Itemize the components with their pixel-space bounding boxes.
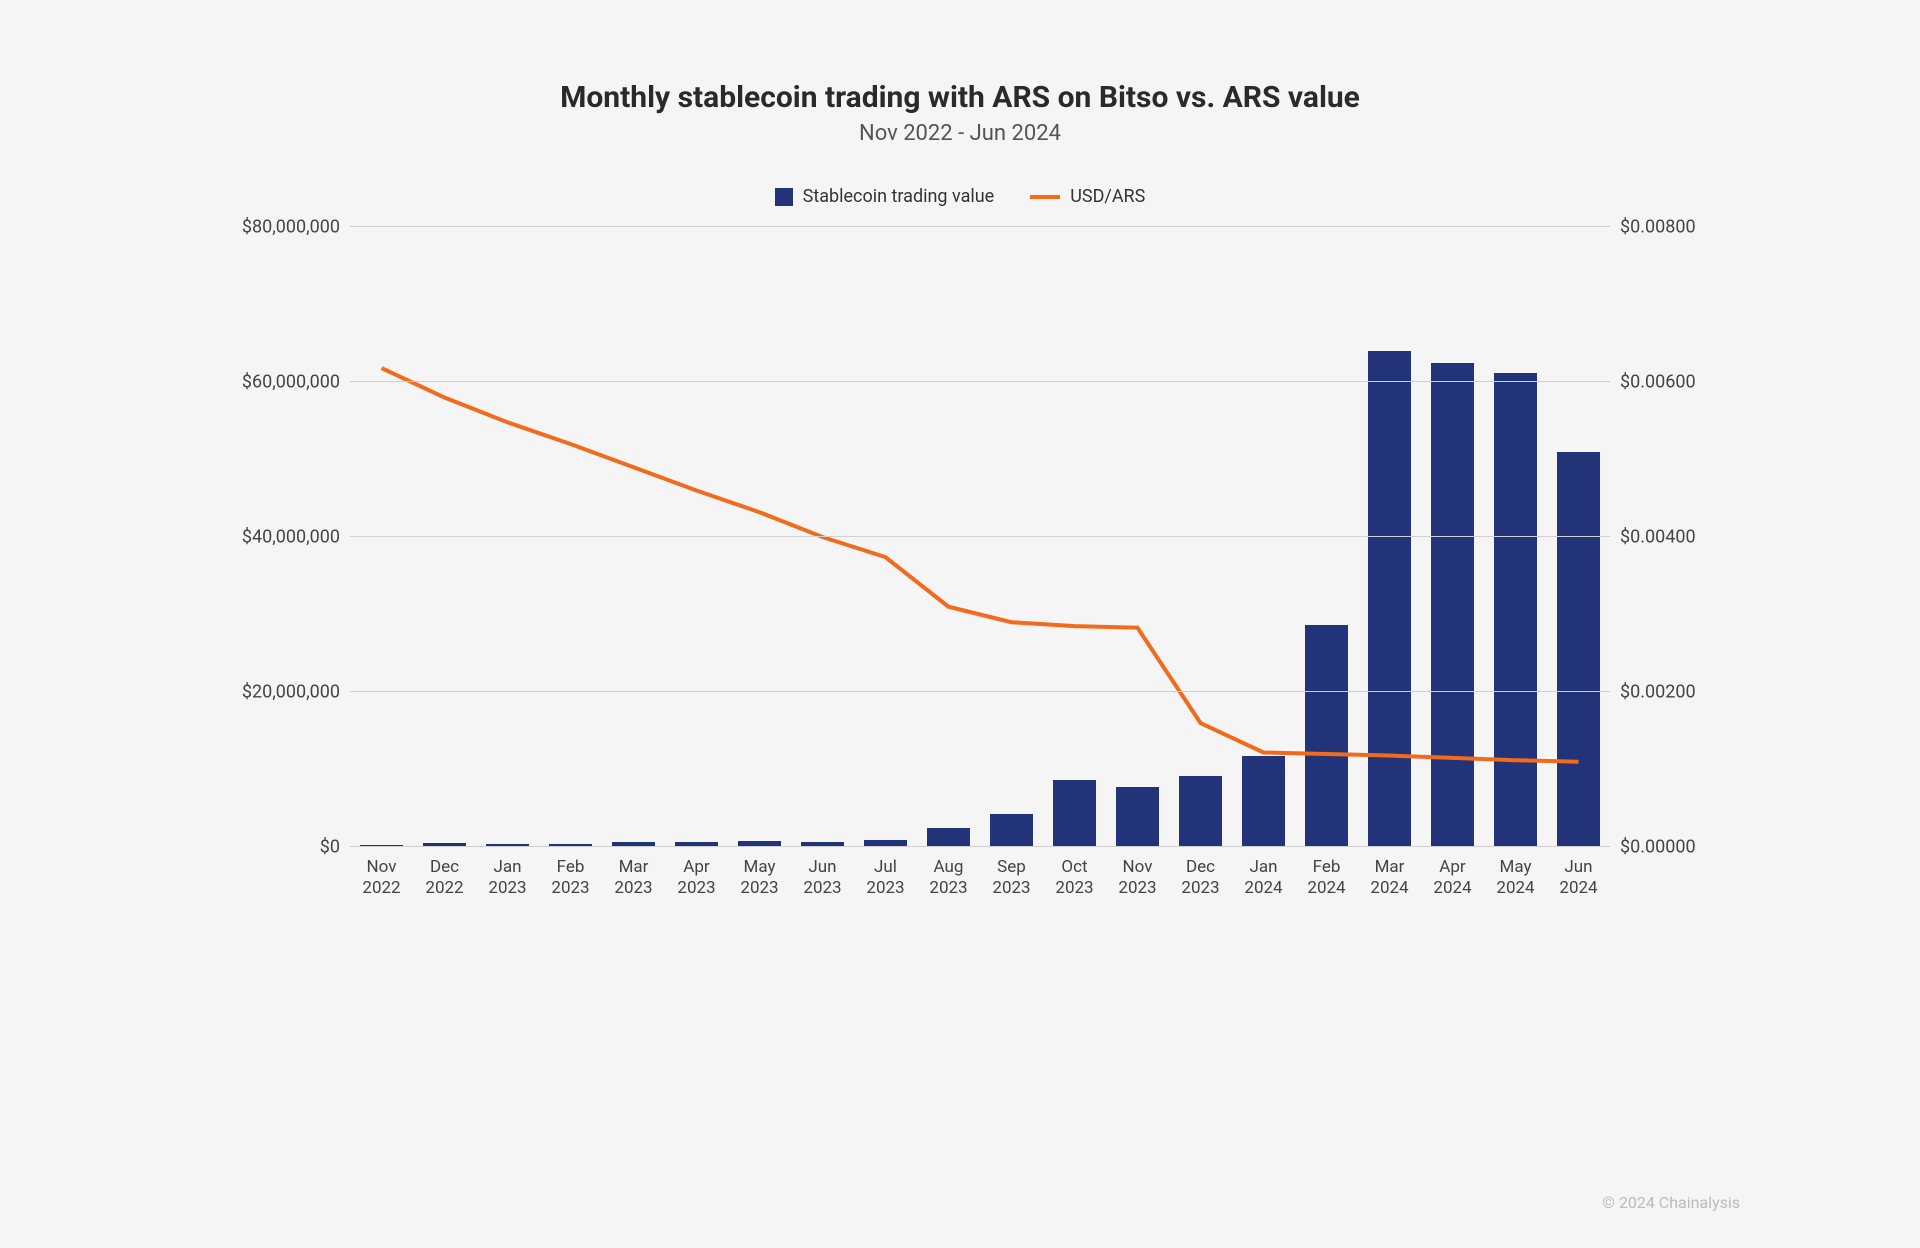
copyright: © 2024 Chainalysis — [1602, 1193, 1740, 1212]
x-tick-label: Nov2023 — [1106, 857, 1169, 900]
chart-title: Monthly stablecoin trading with ARS on B… — [180, 80, 1740, 115]
gridline — [350, 846, 1610, 847]
y-left-tick-label: $20,000,000 — [180, 682, 340, 703]
x-tick-label: Jan2023 — [476, 857, 539, 900]
chart-area: Nov2022Dec2022Jan2023Feb2023Mar2023Apr20… — [180, 227, 1740, 947]
gridline — [350, 536, 1610, 537]
x-tick-label: Feb2024 — [1295, 857, 1358, 900]
y-right-tick-label: $0.00600 — [1620, 372, 1740, 393]
x-tick-label: Jan2024 — [1232, 857, 1295, 900]
gridline — [350, 226, 1610, 227]
gridline — [350, 691, 1610, 692]
y-left-tick-label: $80,000,000 — [180, 217, 340, 238]
legend-bar-label: Stablecoin trading value — [803, 186, 995, 207]
legend-item-line: USD/ARS — [1030, 186, 1145, 207]
x-tick-label: Apr2024 — [1421, 857, 1484, 900]
x-tick-label: Nov2022 — [350, 857, 413, 900]
y-right-tick-label: $0.00800 — [1620, 217, 1740, 238]
legend-swatch-line — [1030, 195, 1060, 199]
y-right-tick-label: $0.00200 — [1620, 682, 1740, 703]
x-tick-label: Jun2024 — [1547, 857, 1610, 900]
line-path — [382, 368, 1579, 762]
x-tick-label: Feb2023 — [539, 857, 602, 900]
x-tick-label: Jun2023 — [791, 857, 854, 900]
legend-item-bar: Stablecoin trading value — [775, 186, 995, 207]
chart-subtitle: Nov 2022 - Jun 2024 — [180, 121, 1740, 146]
legend: Stablecoin trading value USD/ARS — [180, 186, 1740, 207]
y-left-tick-label: $0 — [180, 837, 340, 858]
x-tick-label: Dec2023 — [1169, 857, 1232, 900]
gridline — [350, 381, 1610, 382]
x-tick-label: Jul2023 — [854, 857, 917, 900]
x-tick-label: Oct2023 — [1043, 857, 1106, 900]
x-tick-label: Aug2023 — [917, 857, 980, 900]
x-tick-label: Sep2023 — [980, 857, 1043, 900]
x-tick-label: May2023 — [728, 857, 791, 900]
y-left-tick-label: $60,000,000 — [180, 372, 340, 393]
x-tick-label: Dec2022 — [413, 857, 476, 900]
x-axis-labels: Nov2022Dec2022Jan2023Feb2023Mar2023Apr20… — [350, 857, 1610, 900]
x-tick-label: Mar2023 — [602, 857, 665, 900]
y-left-tick-label: $40,000,000 — [180, 527, 340, 548]
plot-area: Nov2022Dec2022Jan2023Feb2023Mar2023Apr20… — [350, 227, 1610, 847]
legend-swatch-bar — [775, 188, 793, 206]
y-right-tick-label: $0.00000 — [1620, 837, 1740, 858]
legend-line-label: USD/ARS — [1070, 186, 1145, 207]
x-tick-label: Mar2024 — [1358, 857, 1421, 900]
y-right-tick-label: $0.00400 — [1620, 527, 1740, 548]
x-tick-label: Apr2023 — [665, 857, 728, 900]
line-series — [350, 227, 1610, 847]
x-tick-label: May2024 — [1484, 857, 1547, 900]
